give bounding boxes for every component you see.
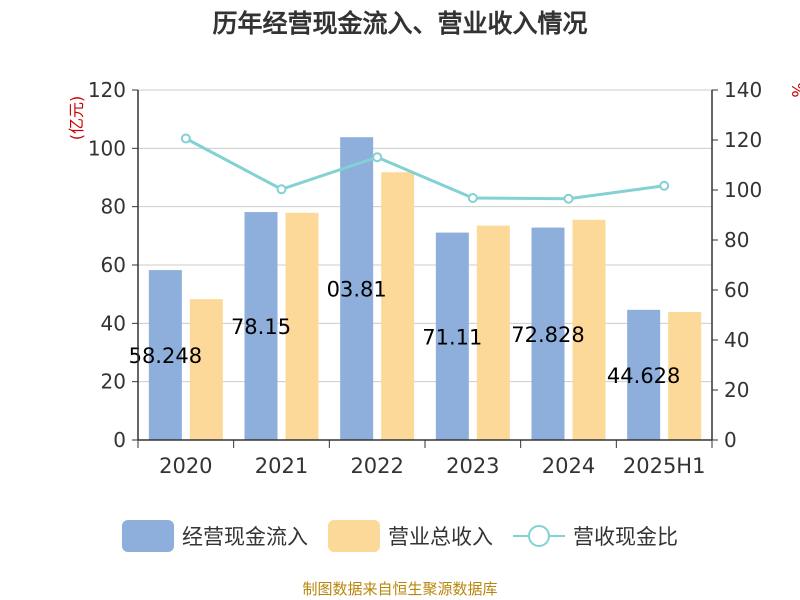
y-right-tick-label: 140 xyxy=(724,78,762,102)
y-right-tick-label: 100 xyxy=(724,178,762,202)
y-left-tick-label: 120 xyxy=(88,78,126,102)
bar-revenue xyxy=(381,172,415,440)
source-note: 制图数据来自恒生聚源数据库 xyxy=(302,580,498,598)
x-tick-label: 2025H1 xyxy=(623,454,706,478)
bar-cash-inflow xyxy=(244,212,278,440)
bar-cash-inflow xyxy=(531,227,565,440)
bar-revenue xyxy=(189,299,223,440)
bar-value-label: 03.81 xyxy=(327,278,387,302)
y-left-tick-label: 100 xyxy=(88,136,126,160)
ratio-point xyxy=(276,184,287,195)
y-left-tick-label: 60 xyxy=(101,253,126,277)
bar-cash-inflow xyxy=(627,309,661,440)
ratio-point xyxy=(180,133,191,144)
bar-cash-inflow xyxy=(340,137,374,441)
y-left-tick-label: 80 xyxy=(101,195,126,219)
legend-swatch-cash-inflow xyxy=(122,520,174,552)
y-right-unit: % xyxy=(788,82,800,97)
ratio-point xyxy=(563,193,574,204)
y-right-tick-label: 0 xyxy=(724,428,737,452)
y-right-tick-label: 120 xyxy=(724,128,762,152)
bar-value-label: 78.15 xyxy=(231,315,291,339)
legend-item-cash-inflow[interactable]: 经营现金流入 xyxy=(122,520,308,552)
legend-label-revenue: 营业总收入 xyxy=(388,525,493,549)
y-right-tick-label: 60 xyxy=(724,278,749,302)
bar-revenue xyxy=(668,311,702,440)
bar-revenue xyxy=(572,219,606,440)
y-left-tick-label: 40 xyxy=(101,311,126,335)
ratio-point xyxy=(467,193,478,203)
ratio-point xyxy=(372,152,383,163)
y-right-tick-label: 40 xyxy=(724,328,749,352)
x-tick-label: 2020 xyxy=(159,454,212,478)
x-tick-label: 2022 xyxy=(350,454,403,478)
x-tick-label: 2023 xyxy=(446,454,499,478)
y-left-unit: (亿元) xyxy=(67,96,86,141)
y-left-tick-label: 20 xyxy=(101,370,126,394)
y-left-tick-label: 0 xyxy=(113,428,126,452)
legend-label-cash-inflow: 经营现金流入 xyxy=(182,525,308,549)
bar-revenue xyxy=(476,225,510,440)
bar-value-label: 71.11 xyxy=(422,325,482,349)
x-tick-label: 2024 xyxy=(542,454,595,478)
ratio-line xyxy=(185,137,665,201)
bar-value-label: 72.828 xyxy=(511,323,584,347)
bar-revenue xyxy=(285,212,319,440)
bar-cash-inflow xyxy=(435,232,469,440)
legend-swatch-revenue xyxy=(328,520,380,552)
legend-item-ratio[interactable]: 营收现金比 xyxy=(513,520,678,552)
bar-value-label: 44.628 xyxy=(607,364,680,388)
y-right-tick-label: 80 xyxy=(724,228,749,252)
y-right-tick-label: 20 xyxy=(724,378,749,402)
legend-item-revenue[interactable]: 营业总收入 xyxy=(328,520,493,552)
bar-cash-inflow xyxy=(148,270,182,440)
ratio-point xyxy=(659,180,670,191)
x-tick-label: 2021 xyxy=(255,454,308,478)
chart-title: 历年经营现金流入、营业收入情况 xyxy=(212,9,588,38)
legend-swatch-ratio xyxy=(513,520,565,552)
bar-value-label: 58.248 xyxy=(129,344,202,368)
legend-label-ratio: 营收现金比 xyxy=(573,525,678,549)
legend: 经营现金流入 营业总收入 营收现金比 xyxy=(0,518,800,554)
